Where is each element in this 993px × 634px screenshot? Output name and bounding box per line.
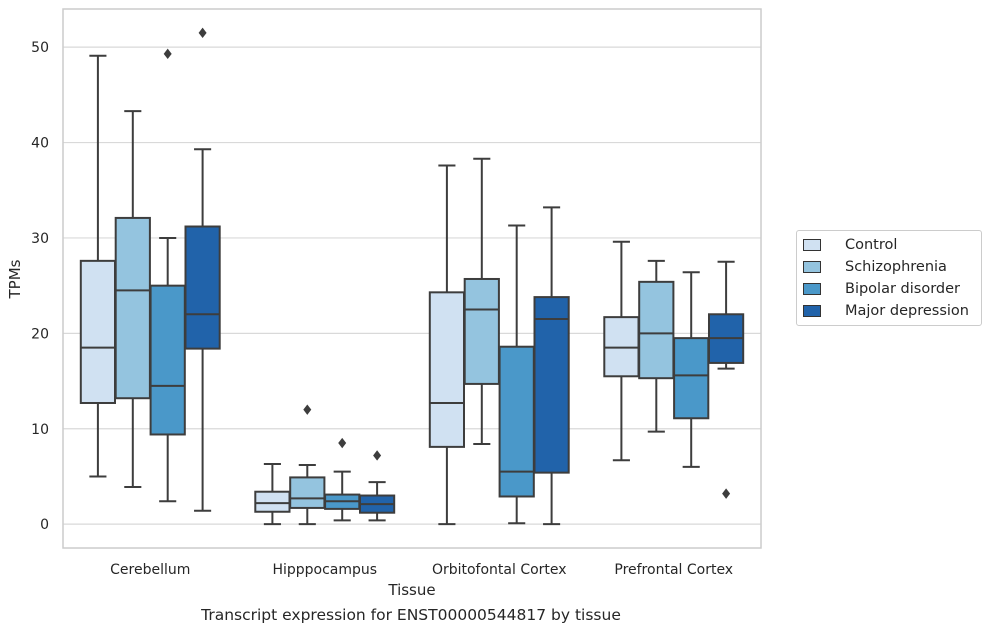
y-tick-label: 10 (31, 422, 49, 438)
outlier-point (198, 27, 207, 39)
box-schizophrenia (463, 157, 500, 446)
box-control (603, 240, 640, 462)
outlier-point (373, 450, 382, 461)
legend-label: Major depression (845, 303, 969, 319)
box-iqr (498, 345, 535, 498)
legend-item-control: Control (803, 234, 897, 256)
box-iqr (114, 216, 151, 400)
axis-ticks: 0 10 20 30 40 50 Cerebellum Hipppocampus Orbitof… (31, 40, 733, 578)
box-bipolar-disorder (324, 437, 361, 522)
outlier-point (303, 404, 312, 415)
outlier-point (722, 488, 731, 499)
box-bipolar-disorder (498, 224, 535, 525)
legend-label: Control (845, 237, 898, 253)
box-schizophrenia (638, 259, 675, 433)
legend-item-bipolar-disorder: Bipolar disorder (803, 278, 960, 300)
box-control (428, 164, 466, 526)
box-iqr (638, 280, 675, 380)
box-schizophrenia (289, 404, 326, 526)
legend: Control Schizophrenia Bipolar disorder M… (796, 230, 982, 326)
box-major-depression (533, 206, 570, 526)
box-control (254, 463, 291, 526)
x-tick-label: Hipppocampus (272, 562, 377, 578)
box-iqr (533, 296, 570, 474)
legend-swatch (803, 261, 821, 273)
x-tick-label: Orbitofontal Cortex (432, 562, 567, 578)
figure-caption: Transcript expression for ENST0000054481… (201, 606, 621, 624)
x-tick-label: Cerebellum (110, 562, 190, 578)
box-bipolar-disorder (673, 271, 710, 468)
box-iqr (149, 284, 186, 436)
y-tick-label: 50 (31, 40, 49, 56)
box-control (79, 54, 117, 478)
box-iqr (184, 225, 221, 350)
box-iqr (289, 476, 326, 509)
box-iqr (428, 291, 466, 448)
plot-area-frame (62, 8, 762, 549)
box-schizophrenia (114, 110, 151, 488)
box-bipolar-disorder (149, 48, 186, 503)
x-tick-label: Prefrontal Cortex (614, 562, 733, 578)
y-tick-label: 30 (31, 231, 49, 247)
box-iqr (463, 277, 500, 385)
box-major-depression (184, 27, 221, 512)
x-axis-title: Tissue (387, 581, 435, 599)
legend-swatch (803, 239, 821, 251)
outlier-point (163, 48, 172, 60)
legend-label: Schizophrenia (845, 259, 947, 275)
legend-swatch (803, 283, 821, 295)
legend-label: Bipolar disorder (845, 281, 960, 297)
outlier-point (338, 437, 347, 449)
y-tick-label: 40 (31, 136, 49, 152)
legend-swatch (803, 305, 821, 317)
y-tick-label: 0 (40, 517, 49, 533)
box-iqr (673, 337, 710, 420)
box-iqr (79, 259, 117, 404)
box-iqr (254, 490, 291, 513)
y-tick-label: 20 (31, 326, 49, 342)
y-axis-title: TPMs (6, 259, 24, 299)
legend-item-major-depression: Major depression (803, 300, 969, 322)
box-major-depression (358, 450, 396, 522)
box-groups (79, 27, 745, 526)
box-major-depression (707, 260, 745, 499)
legend-item-schizophrenia: Schizophrenia (803, 256, 947, 278)
